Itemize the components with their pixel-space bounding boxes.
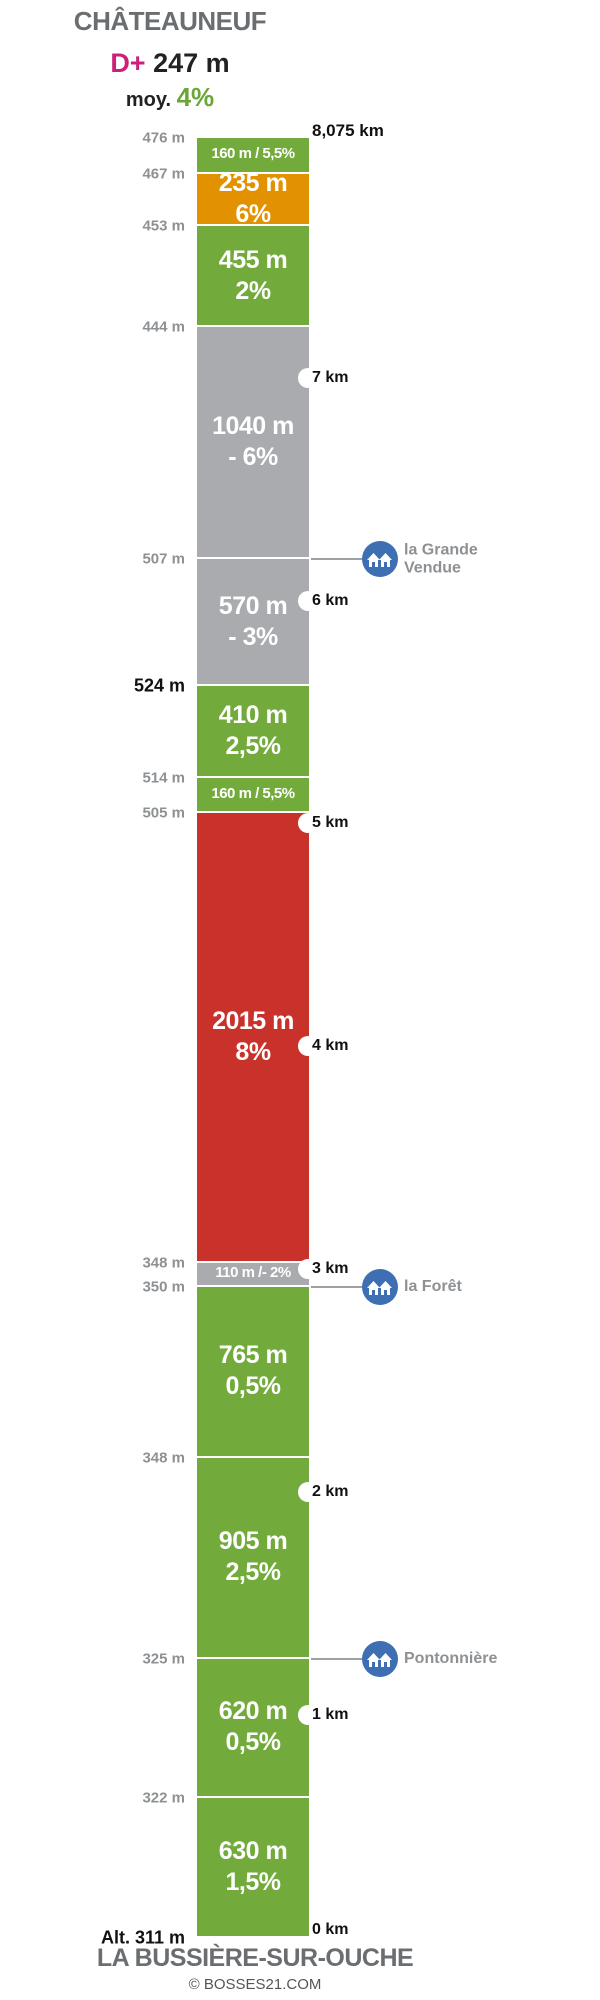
km-marker-label: 6 km <box>312 591 349 609</box>
km-marker-label: 0 km <box>312 1921 349 1938</box>
profile-segment: 160 m / 5,5% <box>197 777 309 814</box>
segment-length-label: 570 m <box>218 591 288 620</box>
segment-length-label: 2015 m <box>212 1006 294 1035</box>
km-marker-label: 1 km <box>312 1706 349 1724</box>
segment-length-label: 1040 m <box>212 412 294 441</box>
altitude-label: 350 m <box>142 1278 185 1296</box>
segment-grade-label: 8% <box>235 1037 271 1066</box>
poi-label-line: Vendue <box>404 559 461 577</box>
altitude-label: 507 m <box>142 550 185 568</box>
km-notch <box>298 1482 318 1503</box>
altitude-label: 467 m <box>142 165 185 183</box>
altitude-label: 514 m <box>142 769 185 787</box>
altitude-label: 444 m <box>142 318 185 336</box>
altitude-label: 505 m <box>142 804 185 822</box>
segment-length-label: 765 m <box>218 1341 288 1370</box>
altitude-label: 524 m <box>133 675 185 696</box>
poi-label-line: la Grande <box>404 541 478 559</box>
km-marker-label: 4 km <box>312 1037 349 1055</box>
segment-grade-label: 2,5% <box>225 732 281 761</box>
profile-segment: 570 m- 3% <box>197 559 309 687</box>
segment-length-label: 160 m / 5,5% <box>211 145 295 163</box>
total-distance-label: 8,075 km <box>312 121 384 140</box>
segment-length-label: 235 m <box>218 168 288 197</box>
average-value: 4% <box>176 82 215 112</box>
poi-connector <box>311 1658 363 1661</box>
km-marker-label: 3 km <box>312 1260 349 1278</box>
profile-segment: 410 m 2,5% <box>197 686 309 778</box>
segment-length-label: 620 m <box>218 1697 288 1726</box>
altitude-label: 453 m <box>142 217 185 235</box>
profile-segment: 905 m 2,5% <box>197 1457 309 1660</box>
profile-segment: 110 m /- 2% <box>197 1262 309 1288</box>
dplus-value: 247 m <box>153 48 230 78</box>
segment-grade-label: 2,5% <box>225 1558 281 1587</box>
profile-segment: 2015 m 8% <box>197 813 309 1263</box>
profile-segment: 630 m 1,5% <box>197 1797 309 1938</box>
profile-segment: 160 m / 5,5% <box>197 138 309 174</box>
profile-segment: 765 m 0,5% <box>197 1287 309 1458</box>
poi-label-line: Pontonnière <box>404 1650 498 1668</box>
altitude-label: 476 m <box>142 129 185 147</box>
km-marker-label: 5 km <box>312 814 349 832</box>
segment-grade-label: 6% <box>235 199 271 228</box>
segment-grade-label: 0,5% <box>225 1372 281 1401</box>
copyright: © BOSSES21.COM <box>188 1976 322 1993</box>
village-icon <box>362 541 398 578</box>
profile-segment: 620 m 0,5% <box>197 1659 309 1798</box>
altitude-label: 348 m <box>142 1254 185 1272</box>
segment-length-label: 455 m <box>218 245 288 274</box>
average-grade: moy. 4% <box>0 82 340 113</box>
altitude-label: Alt. 311 m <box>100 1927 185 1948</box>
segment-length-label: 630 m <box>218 1836 288 1865</box>
poi-connector <box>311 1286 363 1289</box>
elevation-gain: D+ 247 m <box>0 48 340 79</box>
segment-grade-label: 1,5% <box>225 1867 281 1896</box>
poi-label: la Forêt <box>404 1278 462 1296</box>
segment-length-label: 410 m <box>218 700 288 729</box>
poi-label: la Grande Vendue <box>404 542 478 577</box>
segment-length-label: 160 m / 5,5% <box>211 785 295 803</box>
altitude-label: 348 m <box>142 1449 185 1467</box>
village-icon <box>362 1269 398 1306</box>
segment-grade-label: 2% <box>235 276 271 305</box>
km-notch <box>298 1036 318 1057</box>
altitude-label: 322 m <box>142 1789 185 1807</box>
km-notch <box>298 367 318 388</box>
start-town-title: CHÂTEAUNEUF <box>73 6 267 36</box>
altitude-label: 325 m <box>142 1650 185 1668</box>
village-icon <box>362 1641 398 1678</box>
poi-label-line: la Forêt <box>404 1278 462 1296</box>
finish-town-title: LA BUSSIÈRE-SUR-OUCHE <box>96 1944 414 1972</box>
poi-connector <box>311 558 363 561</box>
km-marker-label: 2 km <box>312 1483 349 1501</box>
km-notch <box>298 1259 318 1280</box>
segment-grade-label: - 6% <box>228 443 278 472</box>
km-notch <box>298 813 318 834</box>
segment-grade-label: 0,5% <box>225 1728 281 1757</box>
average-label: moy. <box>125 89 172 111</box>
profile-segment: 455 m 2% <box>197 226 309 328</box>
profile-segment: 235 m 6% <box>197 169 309 228</box>
km-notch <box>298 1705 318 1726</box>
dplus-label: D+ <box>110 48 146 78</box>
segment-length-label: 110 m /- 2% <box>215 1264 291 1282</box>
km-marker-label: 7 km <box>312 368 349 386</box>
km-notch <box>298 590 318 611</box>
segment-length-label: 905 m <box>218 1527 288 1556</box>
segment-grade-label: - 3% <box>228 622 278 651</box>
profile-segment: 1040 m- 6% <box>197 327 309 560</box>
poi-label: Pontonnière <box>404 1651 497 1669</box>
